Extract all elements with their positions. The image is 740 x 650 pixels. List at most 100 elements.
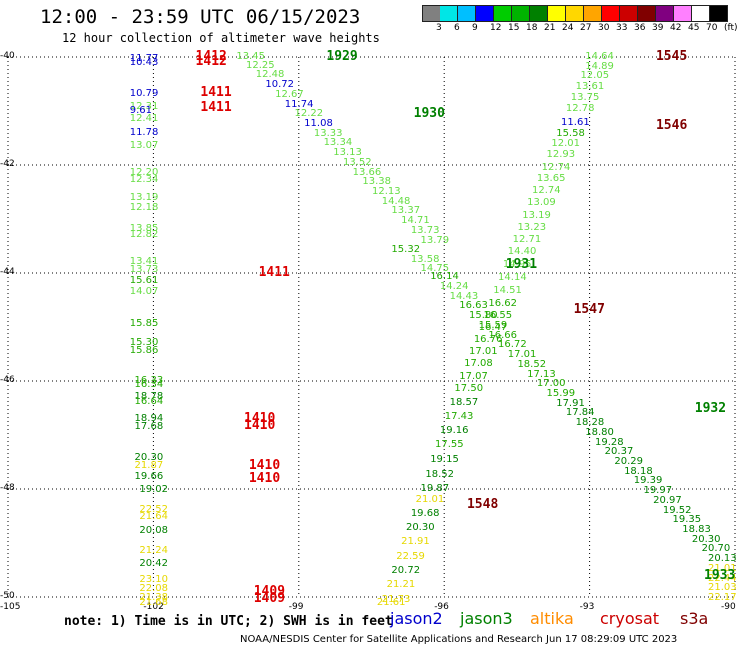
wave-height-value: 16.14 [430, 271, 459, 283]
pass-time-label: 1409 [253, 591, 286, 606]
wave-height-value: 21.61 [376, 597, 406, 608]
wave-height-value: 20.70 [701, 543, 731, 555]
wave-height-value: 10.72 [265, 79, 295, 91]
pass-time-label: 1929 [326, 49, 358, 64]
wave-height-value: 19.52 [662, 504, 692, 516]
wave-height-value: 15.58 [556, 127, 585, 139]
latitude-label: -48 [0, 483, 15, 493]
wave-height-value: 19.02 [139, 484, 169, 496]
wave-height-value: 9.61 [129, 105, 152, 116]
wave-height-value: 16.76 [473, 333, 503, 345]
wave-height-value: 16.64 [134, 395, 164, 407]
wave-height-value: 21.21 [386, 579, 416, 591]
wave-height-value: 18.83 [682, 524, 711, 536]
pass-time-label: 1931 [505, 256, 538, 272]
wave-height-value: 19.28 [594, 436, 624, 448]
wave-height-value: 12.13 [372, 186, 401, 197]
chart-subtitle: 12 hour collection of altimeter wave hei… [62, 31, 380, 45]
wave-height-value: 11.74 [284, 98, 314, 110]
wave-height-value: 13.61 [575, 81, 605, 93]
colorbar-unit: (ft) [724, 23, 738, 33]
wave-height-value: 17.43 [444, 410, 474, 422]
wave-height-value: 13.07 [129, 140, 159, 152]
wave-height-value: 14.24 [439, 281, 469, 293]
wave-height-value: 15.86 [129, 345, 159, 357]
wave-height-value: 21.01 [415, 493, 445, 505]
wave-height-value: 13.33 [313, 127, 343, 139]
colorbar-swatch [638, 5, 656, 22]
wave-height-value: 12.22 [294, 108, 324, 120]
wave-height-value: 17.68 [134, 420, 164, 432]
wave-height-value: 16.55 [483, 310, 513, 322]
wave-height-value: 17.07 [459, 370, 488, 382]
wave-height-value: 22.44 [708, 572, 737, 584]
pass-time-label: 1930 [413, 105, 445, 121]
wave-height-value: 15.59 [478, 319, 508, 331]
legend-s3a: s3a [680, 609, 709, 628]
wave-height-value: 12.31 [129, 100, 159, 112]
wave-height-value: 15.80 [468, 310, 498, 322]
credit-line: NOAA/NESDIS Center for Satellite Applica… [240, 634, 678, 645]
colorbar-label: 24 [562, 23, 574, 33]
wave-height-value: 15.61 [129, 275, 159, 287]
wave-height-value: 14.89 [585, 60, 614, 72]
colorbar-label: 27 [580, 23, 592, 33]
wave-height-value: 19.16 [439, 424, 469, 436]
colorbar-label: 15 [508, 23, 520, 33]
longitude-label: -99 [288, 602, 304, 612]
wave-height-value: 12.71 [512, 233, 542, 245]
wave-height-value: 13.58 [410, 254, 440, 266]
wave-height-value: 19.87 [420, 483, 450, 494]
wave-height-value: 21.68 [139, 597, 169, 608]
wave-height-value: 21.64 [139, 511, 169, 523]
chart-title: 12:00 - 23:59 UTC 06/15/2023 [40, 6, 361, 28]
colorbar-swatch [692, 5, 710, 22]
wave-height-value: 12.05 [580, 70, 610, 82]
wave-height-value: 16.34 [134, 379, 164, 391]
wave-height-value: 13.19 [522, 209, 551, 221]
wave-height-value: 18.94 [134, 412, 164, 424]
colorbar-label: 12 [490, 23, 502, 33]
colorbar-swatch [440, 5, 458, 22]
wave-height-value: 14.40 [507, 246, 537, 258]
colorbar-swatch [494, 5, 512, 22]
wave-height-value: 21.24 [139, 545, 169, 557]
pass-time-label: 1546 [655, 118, 688, 134]
pass-time-label: 1410 [244, 410, 276, 426]
wave-height-value: 13.79 [420, 234, 450, 246]
colorbar-swatch [710, 5, 728, 22]
wave-height-value: 22.59 [396, 551, 425, 563]
wave-height-value: 20.08 [139, 525, 169, 537]
wave-height-value: 14.71 [401, 215, 430, 227]
footnote: note: 1) Time is in UTC; 2) SWH is in fe… [64, 614, 393, 629]
wave-height-value: 12.48 [255, 69, 285, 81]
wave-height-value: 20.37 [604, 446, 634, 458]
wave-height-value: 16.63 [459, 300, 488, 312]
wave-height-value: 12.78 [565, 102, 595, 114]
wave-height-value: 13.41 [129, 256, 159, 268]
wave-height-value: 17.08 [464, 357, 493, 369]
latitude-label: -42 [0, 159, 15, 169]
pass-time-label: 1412 [195, 54, 227, 70]
wave-height-value: 21.01 [708, 562, 737, 574]
wave-height-value: 17.84 [565, 407, 595, 419]
legend-jason2: jason2 [390, 609, 443, 628]
wave-height-value: 19.66 [134, 471, 164, 483]
wave-height-value: 20.42 [139, 557, 169, 569]
pass-time-label: 1410 [244, 418, 276, 434]
wave-height-value: 14.95 [502, 259, 532, 271]
colorbar-swatch [548, 5, 566, 22]
wave-height-value: 18.80 [585, 426, 614, 438]
wave-height-value: 19.97 [643, 485, 673, 497]
wave-height-value: 20.30 [691, 533, 721, 545]
colorbar-swatch [620, 5, 638, 22]
wave-height-value: 13.19 [129, 192, 159, 204]
wave-height-value: 22.52 [139, 503, 169, 515]
wave-height-value: 18.28 [575, 417, 605, 429]
longitude-label: -90 [721, 602, 736, 612]
colorbar-label: 42 [670, 23, 682, 33]
colorbar-label: 9 [472, 23, 478, 33]
pass-time-label: 1411 [258, 265, 290, 280]
pass-time-label: 1547 [573, 301, 605, 317]
wave-height-value: 12.34 [129, 174, 159, 186]
